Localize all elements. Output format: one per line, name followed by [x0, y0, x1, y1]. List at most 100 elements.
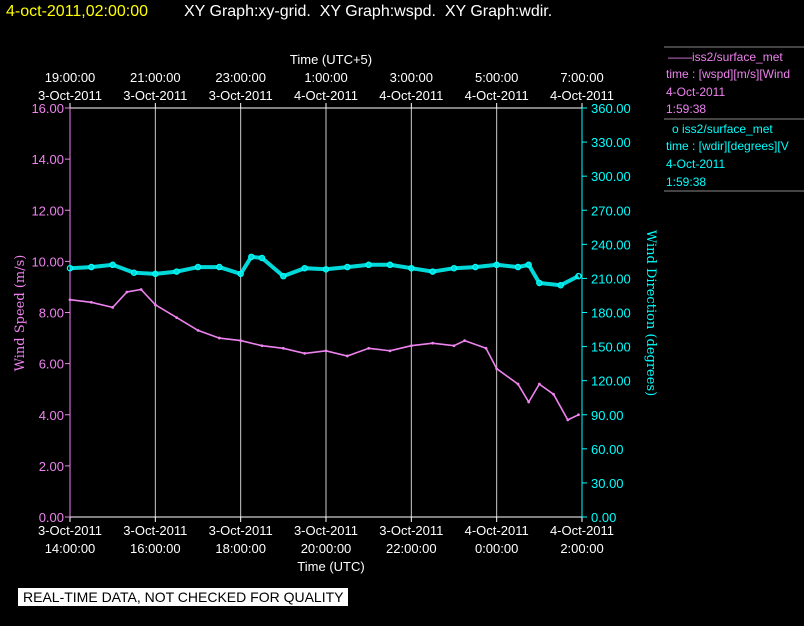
grid-layer [154, 108, 498, 517]
y-tick-label: 10.00 [31, 254, 64, 269]
legend-wdir-title: o iss2/surface_met [672, 122, 773, 136]
legend-wspd-line2: time : [wspd][m/s][Wind [666, 67, 790, 81]
wind-speed-point [139, 288, 143, 291]
wind-speed-point [431, 341, 435, 345]
wind-speed-point [527, 400, 531, 404]
wind-speed-point [345, 354, 349, 358]
y2-tick-label: 60.00 [591, 442, 624, 457]
y-axis-title: Wind Speed (m/s) [13, 255, 28, 372]
wind-direction-point [152, 270, 159, 278]
wind-speed-point [196, 328, 200, 332]
wind-speed-point [153, 303, 157, 307]
wind-speed-point [566, 418, 570, 422]
legend-entry-wdir: o iss2/surface_met time : [wdir][degrees… [666, 122, 789, 189]
x-tick-label-date: 3-Oct-2011 [379, 523, 443, 538]
y-tick-label: 8.00 [39, 306, 64, 321]
wind-direction-point [408, 264, 415, 272]
top-tick-label-date: 3-Oct-2011 [209, 88, 273, 103]
axes-layer: 3-Oct-2011 14:00:00 19:00:00 3-Oct-2011 3-Oc… [31, 70, 630, 556]
wind-speed-point [577, 413, 580, 417]
wind-speed-point [111, 305, 115, 309]
x-tick-label-time: 20:00:00 [301, 541, 352, 556]
quality-banner: REAL-TIME DATA, NOT CHECKED FOR QUALITY [18, 588, 349, 606]
wind-direction-point [109, 261, 116, 269]
top-tick-label-date: 4-Oct-2011 [465, 88, 529, 103]
wind-speed-point [324, 349, 328, 353]
wind-direction-point [301, 264, 308, 272]
x-tick-label-date: 3-Oct-2011 [38, 523, 102, 538]
x-tick-label-date: 3-Oct-2011 [209, 523, 273, 538]
y-tick-label: 4.00 [39, 408, 64, 423]
y2-tick-label: 0.00 [591, 510, 616, 525]
wind-direction-point [194, 263, 202, 271]
top-tick-label-time: 21:00:00 [130, 70, 181, 85]
wind-direction-point [322, 266, 330, 273]
y2-tick-label: 120.00 [591, 374, 631, 389]
wind-speed-point [409, 344, 413, 348]
wind-direction-point [173, 268, 180, 275]
y2-tick-label: 330.00 [591, 135, 631, 150]
y2-tick-label: 30.00 [591, 476, 624, 491]
x-tick-label-date: 4-Oct-2011 [465, 523, 529, 538]
wind-speed-point [89, 300, 93, 304]
x-tick-label-date: 3-Oct-2011 [123, 523, 187, 538]
wind-direction-point [88, 263, 95, 271]
top-axis-title: Time (UTC+5) [290, 52, 372, 67]
legend: ——iss2/surface_met time : [wspd][m/s][Wi… [664, 46, 804, 192]
wind-direction-point [514, 263, 522, 271]
top-tick-label-time: 1:00:00 [304, 70, 347, 85]
wind-speed-point [552, 392, 555, 396]
legend-wspd-line4: 1:59:38 [666, 102, 706, 116]
wind-direction-point [575, 272, 582, 280]
wind-direction-point [66, 264, 74, 272]
wind-direction-trace [69, 254, 580, 288]
y2-tick-label: 300.00 [591, 169, 631, 184]
y-tick-label: 0.00 [39, 510, 64, 525]
wind-direction-point [557, 281, 564, 289]
wind-speed-point [495, 367, 499, 371]
wind-speed-point [516, 382, 520, 386]
wind-speed-point [388, 349, 392, 353]
x-tick-label-date: 3-Oct-2011 [294, 523, 358, 538]
wind-direction-point [258, 254, 266, 262]
x-tick-label-date: 4-Oct-2011 [550, 523, 614, 538]
y-tick-label: 14.00 [31, 152, 64, 167]
wind-direction-point [237, 270, 244, 278]
wind-direction-point [344, 263, 351, 271]
y2-tick-label: 240.00 [591, 237, 631, 252]
series-layer [66, 253, 582, 422]
wind-direction-point [280, 272, 287, 280]
y2-tick-label: 90.00 [591, 408, 624, 423]
wind-speed-point [175, 316, 179, 320]
wind-speed-point [537, 382, 541, 386]
legend-wdir-line2: time : [wdir][degrees][V [666, 139, 789, 153]
x-tick-label-time: 0:00:00 [475, 541, 518, 556]
wind-speed-point [463, 339, 467, 343]
wind-direction-point [493, 261, 500, 269]
wind-direction-point [386, 261, 394, 269]
y-tick-label: 2.00 [39, 459, 64, 474]
wind-speed-point [367, 346, 371, 350]
top-tick-label-time: 3:00:00 [390, 70, 433, 85]
wind-speed-point [484, 346, 488, 350]
wind-direction-point [216, 263, 223, 271]
wind-speed-point [68, 298, 72, 302]
x-tick-label-time: 16:00:00 [130, 541, 181, 556]
top-tick-label-date: 4-Oct-2011 [550, 88, 614, 103]
wind-direction-point [365, 261, 372, 269]
wind-direction-point [536, 279, 543, 287]
legend-wdir-line4: 1:59:38 [666, 175, 706, 189]
y2-tick-label: 360.00 [591, 101, 631, 116]
legend-wspd-title: ——iss2/surface_met [668, 50, 783, 64]
x-tick-label-time: 22:00:00 [386, 541, 437, 556]
wind-speed-point [303, 352, 307, 355]
wind-direction-point [472, 263, 479, 271]
wind-direction-point [525, 261, 532, 269]
y2-tick-label: 210.00 [591, 271, 631, 286]
header-timestamp: 4-oct-2011,02:00:00 [6, 3, 148, 20]
top-tick-label-date: 4-Oct-2011 [294, 88, 358, 103]
y2-axis-title: Wind Direction (degrees) [643, 230, 658, 396]
y-tick-label: 12.00 [31, 203, 64, 218]
wind-speed-point [217, 336, 221, 340]
top-tick-label-date: 3-Oct-2011 [38, 88, 102, 103]
